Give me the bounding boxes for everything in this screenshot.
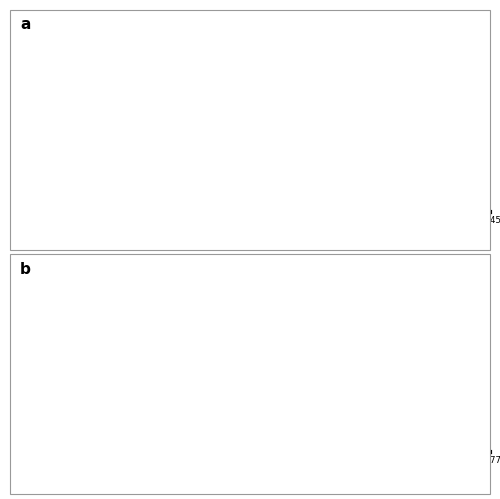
X-axis label: Time (arbitrary units): Time (arbitrary units) [218,468,330,478]
X-axis label: Time (arbitrary units): Time (arbitrary units) [218,228,330,238]
Text: a: a [20,17,30,32]
Y-axis label: Thrust force (N): Thrust force (N) [24,332,34,414]
Text: b: b [20,262,31,277]
Y-axis label: Thrust force (N): Thrust force (N) [24,85,34,167]
